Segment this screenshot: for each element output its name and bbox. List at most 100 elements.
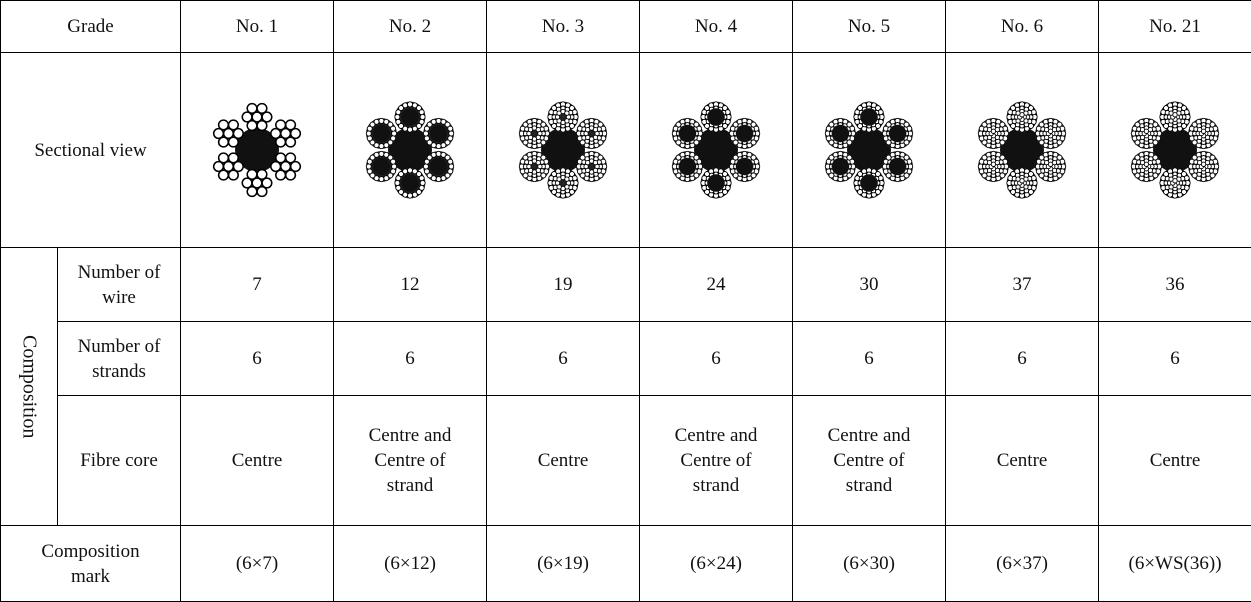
- wire: [407, 127, 412, 132]
- cell: 19: [487, 248, 640, 322]
- wire: [391, 126, 396, 131]
- row-label: Number of strands: [58, 322, 181, 396]
- strand-core: [373, 125, 391, 143]
- wire: [247, 104, 257, 114]
- strand-core: [736, 158, 754, 176]
- wire: [366, 131, 371, 136]
- data-row: Fibre core Centre Centre and Centre of st…: [1, 396, 1251, 526]
- wire: [286, 120, 296, 130]
- wire: [1201, 129, 1205, 133]
- strand-core: [832, 125, 850, 143]
- wire: [436, 151, 441, 156]
- cell-text: (6×37): [972, 551, 1072, 576]
- wire: [229, 120, 239, 130]
- wire: [448, 126, 453, 131]
- wire: [229, 153, 239, 163]
- cell-text: Centre and Centre of strand: [819, 423, 919, 498]
- cell: (6×24): [640, 526, 793, 602]
- sectional-cell: [487, 53, 640, 248]
- cell: Centre and Centre of strand: [334, 396, 487, 526]
- strand-core: [679, 158, 697, 176]
- wire: [396, 185, 401, 190]
- wire: [257, 121, 267, 131]
- cell: 24: [640, 248, 793, 322]
- wire: [1048, 162, 1052, 166]
- cell: (6×30): [793, 526, 946, 602]
- cell-text: Centre: [207, 448, 307, 473]
- label-text: Composition mark: [41, 539, 141, 589]
- strand-core: [430, 125, 448, 143]
- page: Grade No. 1 No. 2 No. 3 No. 4 No. 5 No. …: [0, 0, 1251, 601]
- strand-core: [832, 158, 850, 176]
- cell-text: 6: [819, 346, 919, 371]
- wire: [367, 169, 372, 174]
- sectional-view: [355, 95, 465, 205]
- header-cell: No. 2: [334, 1, 487, 53]
- wire: [1201, 162, 1205, 166]
- mark-row: Composition mark (6×7)(6×12)(6×19)(6×24)…: [1, 526, 1251, 602]
- sectional-view: [1120, 95, 1230, 205]
- sectional-cell: [793, 53, 946, 248]
- wire: [403, 169, 408, 174]
- wire: [276, 153, 286, 163]
- wire: [420, 180, 425, 185]
- wire: [286, 137, 296, 147]
- header-cell: No. 6: [946, 1, 1099, 53]
- wire: [395, 114, 400, 119]
- wire: [367, 136, 372, 141]
- cell: 6: [946, 322, 1099, 396]
- cell-text: 37: [972, 272, 1072, 297]
- wire: [536, 127, 540, 131]
- cell: Centre and Centre of strand: [640, 396, 793, 526]
- wire: [412, 192, 417, 197]
- cell-text: (6×7): [207, 551, 307, 576]
- wire: [379, 151, 384, 156]
- rope-table: Grade No. 1 No. 2 No. 3 No. 4 No. 5 No. …: [0, 0, 1251, 602]
- cell: Centre: [181, 396, 334, 526]
- cell-text: (6×24): [666, 551, 766, 576]
- cell: 6: [640, 322, 793, 396]
- strand-core: [860, 174, 878, 192]
- wire: [247, 170, 257, 180]
- wire: [536, 160, 540, 164]
- cell: 6: [334, 322, 487, 396]
- wire: [379, 118, 384, 123]
- strand-core: [373, 158, 391, 176]
- cell-text: 36: [1125, 272, 1225, 297]
- wire: [257, 187, 267, 197]
- cell-text: (6×30): [819, 551, 919, 576]
- sectional-view: [814, 95, 924, 205]
- cell: 6: [793, 322, 946, 396]
- cell: 6: [487, 322, 640, 396]
- wire: [423, 164, 428, 169]
- wire: [229, 137, 239, 147]
- wire: [449, 164, 454, 169]
- cell: (6×37): [946, 526, 1099, 602]
- wire: [424, 169, 429, 174]
- label-text: Fibre core: [74, 448, 164, 473]
- wire: [286, 153, 296, 163]
- wire: [1173, 113, 1177, 117]
- wire: [392, 164, 397, 169]
- wire: [593, 127, 597, 131]
- cell: 36: [1099, 248, 1251, 322]
- cell: Centre and Centre of strand: [793, 396, 946, 526]
- wire: [441, 143, 446, 148]
- sectional-cell: [946, 53, 1099, 248]
- wire: [219, 153, 229, 163]
- row-label: Fibre core: [58, 396, 181, 526]
- cell: 12: [334, 248, 487, 322]
- cell: (6×19): [487, 526, 640, 602]
- cell: (6×7): [181, 526, 334, 602]
- cell-text: 6: [666, 346, 766, 371]
- row-label: Composition mark: [1, 526, 181, 602]
- wire: [384, 176, 389, 181]
- strand-core: [860, 108, 878, 126]
- cell-text: 6: [207, 346, 307, 371]
- strand-core: [679, 125, 697, 143]
- wire: [286, 170, 296, 180]
- cell-text: Centre and Centre of strand: [360, 423, 460, 498]
- wire: [229, 170, 239, 180]
